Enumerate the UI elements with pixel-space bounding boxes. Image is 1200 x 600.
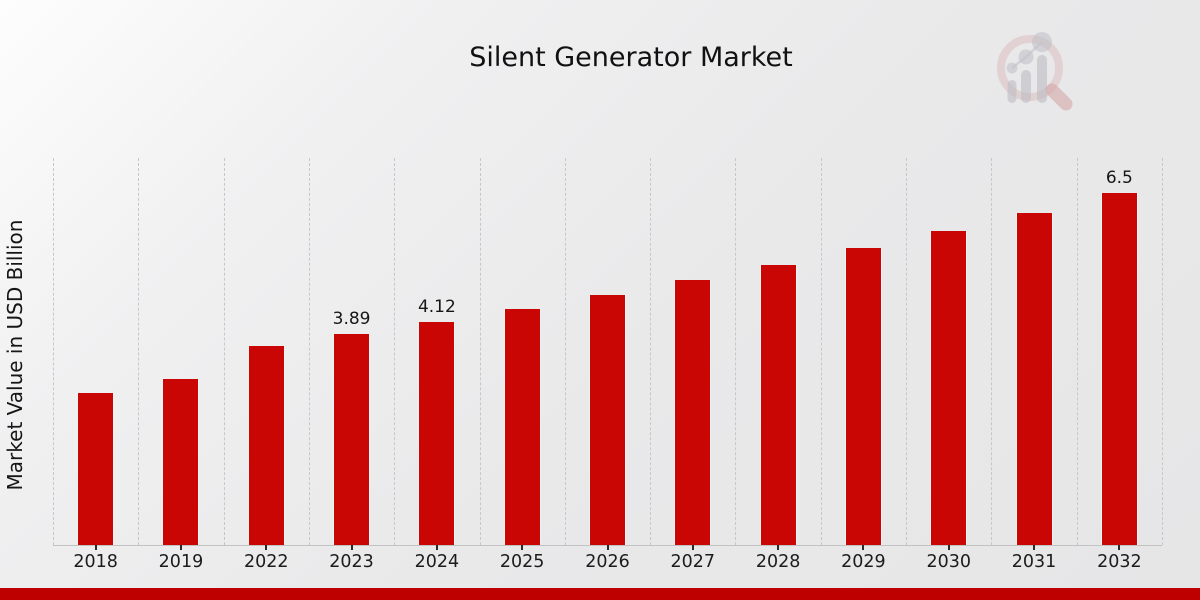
bar-2023 — [333, 334, 371, 545]
gridline — [308, 158, 310, 545]
x-axis-tick — [1118, 545, 1121, 550]
x-tick-label-2019: 2019 — [158, 552, 204, 572]
x-tick-label-2026: 2026 — [585, 552, 630, 572]
chart-title: Silent Generator Market — [469, 42, 793, 73]
bar-2027 — [674, 280, 712, 545]
bar-2031 — [1015, 213, 1053, 545]
magnifier-handle — [1045, 83, 1073, 111]
footer-accent-bar — [0, 588, 1200, 600]
logo-dot-medium — [1018, 49, 1034, 65]
x-tick-label-2025: 2025 — [499, 552, 545, 572]
x-tick-label-2031: 2031 — [1011, 552, 1057, 572]
x-tick-label-2022: 2022 — [243, 552, 289, 572]
bar-2032 — [1100, 193, 1138, 545]
x-axis-tick — [947, 545, 950, 550]
logo-dot-large — [1032, 32, 1052, 52]
logo-bar-tall — [1037, 55, 1047, 103]
x-axis-tick — [435, 545, 438, 550]
logo-dot-small — [1006, 62, 1018, 74]
bar-2018 — [77, 393, 115, 545]
x-tick-label-2023: 2023 — [329, 552, 374, 572]
gridline — [820, 158, 822, 545]
plot-area: 2018 2019 2022 3.89 2023 4.12 2024 2025 2026 2027… — [53, 158, 1163, 572]
x-tick-label-2028: 2028 — [755, 552, 801, 572]
logo-bar-medium — [1021, 70, 1031, 103]
x-tick-label-2029: 2029 — [841, 552, 886, 572]
gridline — [394, 158, 396, 545]
bar-2022 — [247, 346, 285, 545]
x-axis-tick — [94, 545, 97, 550]
gridline — [223, 158, 225, 545]
bar-2028 — [759, 265, 797, 545]
x-axis-tick — [521, 545, 524, 550]
gridline — [735, 158, 737, 545]
gridline — [1162, 158, 1163, 545]
gridline — [991, 158, 993, 545]
x-tick-label-2032: 2032 — [1097, 552, 1142, 572]
bar-value-label: 4.12 — [417, 297, 456, 317]
gridline — [1076, 158, 1078, 545]
gridline — [53, 158, 54, 545]
x-axis-tick — [691, 545, 694, 550]
bar-2024 — [418, 322, 456, 545]
gridline — [906, 158, 908, 545]
x-axis-tick — [777, 545, 780, 550]
bar-value-label: 6.5 — [1105, 168, 1133, 188]
x-tick-label-2024: 2024 — [414, 552, 460, 572]
x-tick-label-2018: 2018 — [73, 552, 118, 572]
x-axis-tick — [265, 545, 268, 550]
gridline — [138, 158, 140, 545]
logo-bar-small — [1007, 80, 1017, 103]
bar-value-label: 3.89 — [332, 309, 371, 329]
x-tick-label-2030: 2030 — [926, 552, 971, 572]
gridline — [479, 158, 481, 545]
gridline — [650, 158, 652, 545]
x-axis-tick — [862, 545, 865, 550]
y-axis-label: Market Value in USD Billion — [3, 219, 27, 491]
x-axis-tick — [179, 545, 182, 550]
bar-2029 — [844, 248, 882, 545]
bar-2030 — [930, 231, 968, 545]
magnifier-bar-chart-icon — [997, 32, 1073, 111]
x-axis-tick — [1033, 545, 1036, 550]
bar-2026 — [589, 295, 626, 545]
x-tick-label-2027: 2027 — [670, 552, 716, 572]
bar-2025 — [503, 309, 541, 545]
x-axis-tick — [606, 545, 609, 550]
x-axis-tick — [350, 545, 353, 550]
bar-2019 — [162, 379, 200, 545]
gridline — [564, 158, 566, 545]
